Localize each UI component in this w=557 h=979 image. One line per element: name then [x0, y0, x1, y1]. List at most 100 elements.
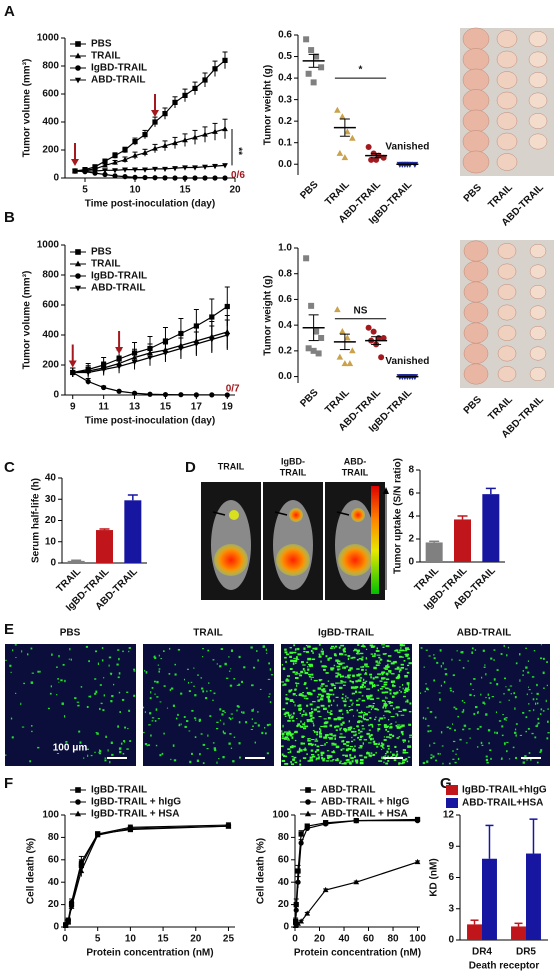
fluorescence: [336, 757, 339, 761]
y-axis-label: Serum half-life (h): [31, 478, 42, 563]
fluorescence: [397, 726, 402, 728]
marker: [112, 153, 118, 159]
fluorescence: [407, 689, 410, 691]
fluorescence: [359, 686, 364, 689]
pointer: [212, 511, 226, 516]
fluorescence: [281, 753, 284, 756]
marker: [172, 175, 178, 181]
fluorescence: [224, 712, 226, 714]
marker: [346, 360, 354, 367]
marker: [75, 65, 81, 71]
fluorescence: [193, 667, 195, 669]
fluorescence: [389, 692, 392, 695]
fluorescence: [388, 727, 393, 729]
tumor: [462, 130, 490, 153]
fluorescence: [324, 665, 328, 668]
fluorescence: [351, 703, 353, 706]
fluorescence: [537, 717, 540, 720]
fluorescence: [10, 671, 12, 673]
fluorescence: [358, 658, 363, 660]
marker: [122, 156, 128, 162]
fluorescence: [383, 677, 386, 679]
fluorescence: [546, 684, 548, 687]
marker: [212, 164, 218, 170]
fluorescence: [193, 685, 195, 687]
fluorescence: [400, 763, 404, 765]
marker: [303, 36, 310, 43]
y-tick-label: 30: [45, 494, 57, 505]
fluorescence: [405, 654, 409, 657]
fluorescence: [281, 732, 285, 736]
fluorescence: [189, 760, 192, 764]
fluorescence: [307, 645, 311, 648]
fluorescence: [534, 736, 537, 739]
fluorescence: [283, 754, 286, 757]
fluorescence: [465, 742, 468, 744]
fluorescence: [349, 667, 353, 670]
fluorescence: [340, 723, 343, 726]
fluorescence: [108, 656, 112, 659]
marker: [349, 347, 356, 354]
fluorescence: [102, 709, 105, 712]
fluorescence: [369, 644, 374, 647]
bar: [96, 530, 113, 563]
fluorescence: [509, 685, 513, 687]
fluorescence: [485, 673, 487, 676]
fluorescence: [528, 752, 531, 754]
micrograph-label: PBS: [60, 628, 81, 639]
fluorescence: [375, 650, 380, 652]
fluorescence: [325, 672, 329, 674]
tumor: [529, 264, 547, 279]
fluorescence: [86, 748, 89, 750]
micrograph-label: ABD-TRAIL: [457, 628, 511, 639]
fluorescence: [327, 658, 329, 660]
fluorescence: [378, 742, 380, 745]
fluorescence: [289, 746, 294, 749]
fluorescence: [153, 680, 156, 683]
fluorescence: [336, 665, 341, 668]
fluorescence: [293, 651, 297, 654]
marker: [208, 337, 215, 343]
fluorescence: [474, 705, 478, 709]
fluorescence: [321, 665, 324, 668]
fluorescence: [186, 720, 189, 723]
fluorescence: [425, 717, 427, 721]
fluorescence: [294, 673, 298, 675]
fluorescence: [356, 709, 358, 712]
fluorescence: [336, 704, 338, 707]
marker: [305, 345, 312, 352]
tumor: [496, 153, 518, 171]
fluorescence: [358, 720, 361, 722]
fluorescence: [363, 714, 366, 716]
fluorescence: [403, 691, 407, 694]
fluorescence: [381, 691, 386, 694]
fluorescence: [311, 658, 316, 661]
fluorescence: [343, 700, 347, 703]
fluorescence: [158, 668, 161, 670]
fluorescence: [341, 721, 345, 723]
fluorescence: [366, 688, 371, 690]
fluorescence: [467, 660, 469, 662]
fluorescence: [342, 748, 345, 750]
fluorescence: [459, 738, 462, 741]
fluorescence: [406, 664, 410, 667]
fluorescence: [496, 731, 498, 735]
fluorescence: [379, 688, 383, 690]
fluorescence: [400, 691, 402, 693]
fluorescence: [294, 761, 298, 764]
fluorescence: [320, 751, 325, 755]
fluorescence: [329, 724, 333, 727]
fluorescence: [121, 698, 125, 701]
fluorescence: [348, 761, 352, 763]
y-tick-label: 40: [278, 877, 290, 888]
fluorescence: [88, 660, 90, 663]
fluorescence: [229, 684, 233, 687]
fluorescence: [540, 644, 542, 646]
fluorescence: [383, 739, 387, 741]
fluorescence: [286, 734, 289, 736]
fluorescence: [319, 732, 323, 735]
fluorescence: [427, 725, 430, 727]
fluorescence: [168, 673, 171, 675]
fluorescence: [311, 753, 315, 756]
fluorescence: [49, 692, 52, 695]
